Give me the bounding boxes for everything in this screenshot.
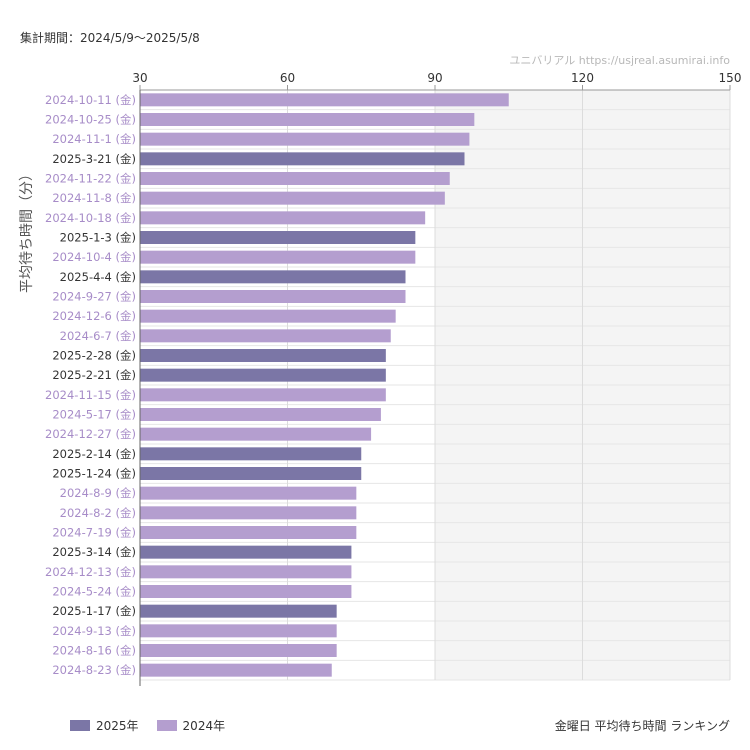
category-label: 2024-7-19 (金) <box>52 526 136 540</box>
category-label: 2024-12-13 (金) <box>45 565 136 579</box>
y-axis-title: 平均待ち時間（分） <box>19 167 35 293</box>
legend-swatch-2025 <box>70 720 90 731</box>
bar <box>140 467 362 480</box>
category-label: 2024-10-18 (金) <box>45 211 136 225</box>
bar <box>140 565 352 579</box>
bar <box>140 427 372 441</box>
category-label: 2024-12-6 (金) <box>52 309 136 323</box>
category-label: 2024-11-15 (金) <box>45 388 136 402</box>
bar <box>140 447 362 461</box>
x-tick-label: 30 <box>132 71 147 85</box>
category-label: 2024-5-17 (金) <box>52 408 136 422</box>
bar <box>140 644 337 657</box>
bar <box>140 486 357 500</box>
bar <box>140 663 332 677</box>
category-label: 2025-1-3 (金) <box>60 231 136 245</box>
bar <box>140 368 386 382</box>
bar <box>140 172 450 185</box>
bar <box>140 545 352 559</box>
bar <box>140 113 475 126</box>
bar <box>140 408 381 421</box>
bar <box>140 231 416 244</box>
legend-label-2024: 2024年 <box>182 719 226 733</box>
category-label: 2024-5-24 (金) <box>52 585 136 599</box>
legend-item-2025[interactable]: 2025年 <box>70 717 139 734</box>
bar <box>140 132 470 146</box>
bar <box>140 290 406 303</box>
category-label: 2024-10-11 (金) <box>45 93 136 107</box>
category-label: 2024-8-2 (金) <box>60 506 136 520</box>
category-label: 2024-6-7 (金) <box>60 329 136 343</box>
x-tick-label: 120 <box>571 71 594 85</box>
legend-label-2025: 2025年 <box>96 719 139 733</box>
bar <box>140 270 406 284</box>
category-label: 2024-11-8 (金) <box>52 191 136 205</box>
bar <box>140 152 465 166</box>
category-label: 2024-12-27 (金) <box>45 427 136 441</box>
period-text: 集計期間：2024/5/9〜2025/5/8 <box>20 31 200 45</box>
bar <box>140 604 337 618</box>
category-label: 2025-4-4 (金) <box>60 270 136 284</box>
category-label: 2024-8-16 (金) <box>52 644 136 658</box>
category-label: 2025-1-24 (金) <box>52 467 136 481</box>
category-label: 2024-11-22 (金) <box>45 172 136 186</box>
category-label: 2024-10-4 (金) <box>52 250 136 264</box>
x-tick-label: 60 <box>280 71 295 85</box>
category-label: 2025-2-28 (金) <box>52 349 136 363</box>
bar <box>140 349 386 362</box>
legend-swatch-2024 <box>156 720 177 731</box>
bar <box>140 329 391 343</box>
category-label: 2025-3-14 (金) <box>52 545 136 559</box>
source-text[interactable]: ユニバリアル https://usjreal.asumirai.info <box>509 54 730 67</box>
bar <box>140 211 426 225</box>
bar <box>140 585 352 598</box>
category-label: 2025-3-21 (金) <box>52 152 136 166</box>
bar <box>140 309 396 323</box>
category-label: 2024-11-1 (金) <box>52 132 136 146</box>
bar <box>140 388 386 402</box>
legend: 2025年 2024年 <box>70 717 225 734</box>
legend-item-2024[interactable]: 2024年 <box>156 717 226 734</box>
category-label: 2024-9-27 (金) <box>52 290 136 304</box>
chart-caption: 金曜日 平均待ち時間 ランキング <box>554 719 730 733</box>
bar <box>140 191 445 205</box>
category-label: 2025-1-17 (金) <box>52 604 136 618</box>
category-label: 2024-10-25 (金) <box>45 113 136 127</box>
x-tick-label: 150 <box>719 71 742 85</box>
category-label: 2024-9-13 (金) <box>52 624 136 638</box>
bar <box>140 250 416 264</box>
category-label: 2025-2-14 (金) <box>52 447 136 461</box>
bar <box>140 624 337 638</box>
x-tick-label: 90 <box>427 71 442 85</box>
bar <box>140 93 509 107</box>
category-label: 2024-8-9 (金) <box>60 486 136 500</box>
category-label: 2025-2-21 (金) <box>52 368 136 382</box>
bar <box>140 526 357 539</box>
category-label: 2024-8-23 (金) <box>52 663 136 677</box>
bar <box>140 506 357 520</box>
